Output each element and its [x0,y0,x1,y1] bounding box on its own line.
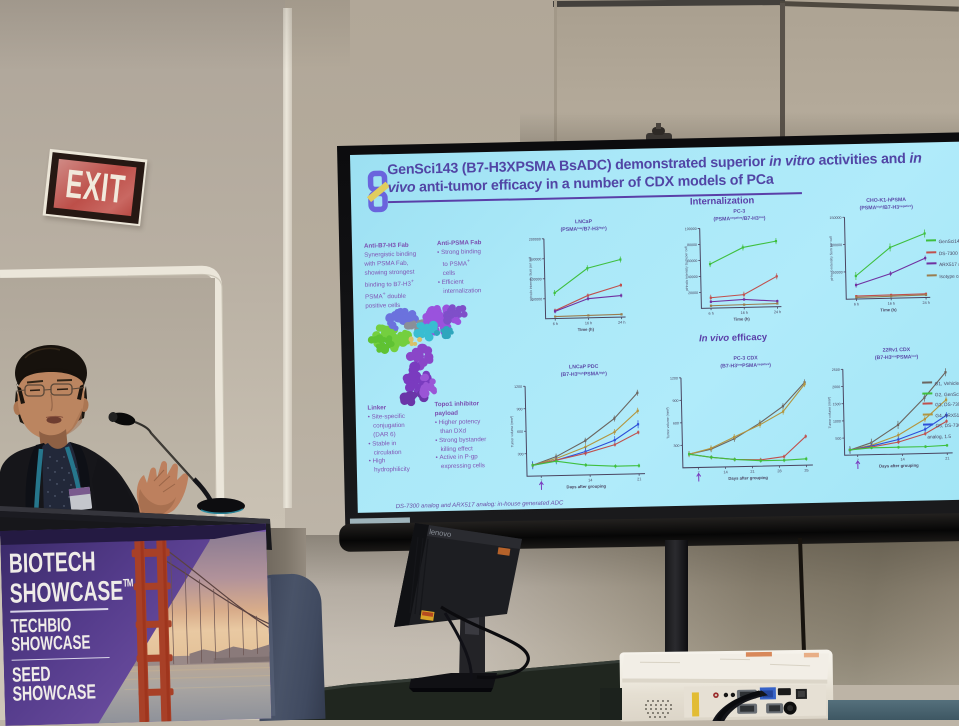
svg-text:200000: 200000 [529,237,541,241]
svg-text:Days after grouping: Days after grouping [566,483,606,489]
svg-text:2000: 2000 [832,385,840,389]
svg-text:PC-3 CDX: PC-3 CDX [733,355,758,362]
svg-text:80000: 80000 [687,243,697,247]
svg-text:16 h: 16 h [585,321,592,325]
svg-text:14: 14 [900,457,904,461]
svg-text:pHrodo intensity Sum per cell: pHrodo intensity Sum per cell [528,257,533,302]
svg-text:600: 600 [517,430,523,434]
svg-text:1500: 1500 [833,402,841,406]
svg-text:(PSMAlow/B7-H3high): (PSMAlow/B7-H3high) [560,226,607,234]
svg-text:6 h: 6 h [854,302,859,306]
svg-text:(B7-H3lowPSMAlow): (B7-H3lowPSMAlow) [875,354,919,361]
svg-text:21: 21 [750,470,754,474]
svg-text:600: 600 [673,421,679,425]
svg-text:Time (h): Time (h) [880,307,897,312]
svg-text:60000: 60000 [687,259,697,263]
svg-text:Days after grouping: Days after grouping [728,475,768,481]
svg-text:16 h: 16 h [888,302,895,306]
svg-text:24 h: 24 h [922,301,929,305]
svg-text:50000: 50000 [833,270,843,274]
svg-text:(B7-H3highPSMAhigh): (B7-H3highPSMAhigh) [561,371,608,379]
svg-text:16 h: 16 h [741,311,748,315]
svg-text:40000: 40000 [688,275,698,279]
svg-text:22Rv1 CDX: 22Rv1 CDX [882,347,910,354]
svg-text:1200: 1200 [514,385,522,389]
svg-text:LNCaP: LNCaP [575,219,593,225]
svg-text:28: 28 [777,469,781,473]
svg-text:6 h: 6 h [553,322,558,326]
svg-text:21: 21 [945,456,949,460]
svg-text:24 h: 24 h [774,310,781,314]
svg-text:LNCaP PDC: LNCaP PDC [569,364,599,371]
svg-text:pHrodo intensity Sum per cell: pHrodo intensity Sum per cell [684,246,689,291]
svg-text:(PSMAnegative/B7-H3low): (PSMAnegative/B7-H3low) [713,215,765,223]
svg-text:1000: 1000 [833,419,841,423]
svg-text:100000: 100000 [685,227,697,231]
svg-text:PC-3: PC-3 [733,209,745,215]
svg-text:50000: 50000 [532,297,542,301]
svg-text:2500: 2500 [832,368,840,372]
svg-text:(PSMAhigh/B7-H3negative): (PSMAhigh/B7-H3negative) [860,204,914,212]
svg-text:Time (h): Time (h) [734,316,751,321]
svg-text:900: 900 [517,407,523,411]
svg-text:14: 14 [588,478,592,482]
svg-text:Tumor volume (mm³): Tumor volume (mm³) [666,407,671,439]
svg-text:CHO-K1-hPSMA: CHO-K1-hPSMA [866,197,906,204]
svg-text:Tumor volume (mm³): Tumor volume (mm³) [827,397,832,429]
svg-text:150000: 150000 [829,216,841,220]
svg-text:500: 500 [835,437,841,441]
svg-text:300: 300 [673,444,679,448]
svg-text:24 h: 24 h [618,321,625,325]
svg-text:900: 900 [672,399,678,403]
svg-text:300: 300 [518,452,524,456]
svg-text:Days after grouping: Days after grouping [879,463,919,469]
svg-text:20000: 20000 [688,291,698,295]
svg-text:(B7-H3lowPSMAnegative): (B7-H3lowPSMAnegative) [720,362,771,370]
svg-text:21: 21 [637,477,641,481]
svg-text:14: 14 [723,470,727,474]
svg-text:1200: 1200 [670,376,678,380]
svg-text:6 h: 6 h [708,312,713,316]
svg-text:Time (h): Time (h) [578,327,595,332]
svg-text:35: 35 [804,469,808,473]
